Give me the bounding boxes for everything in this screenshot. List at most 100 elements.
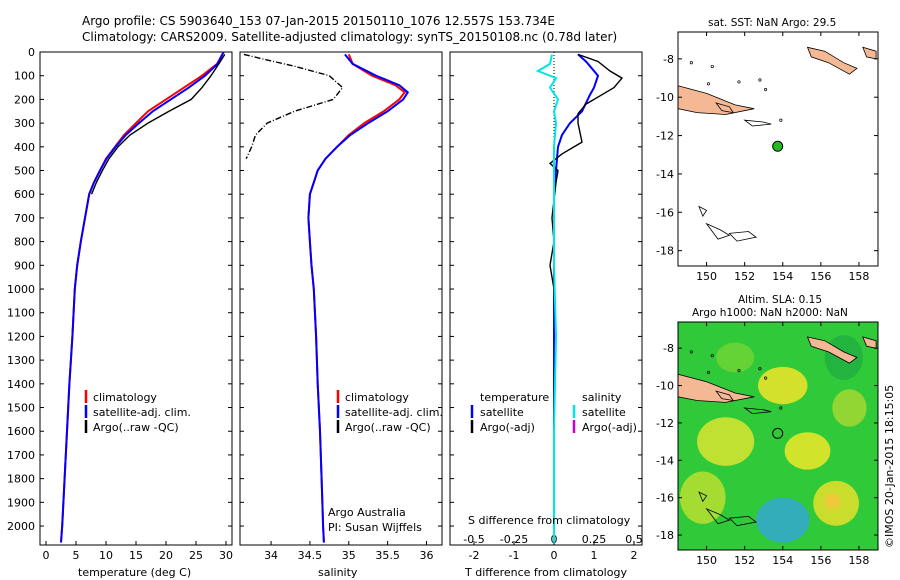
map-x-tick-label: 154: [772, 554, 793, 567]
x-tick-label: 5: [73, 549, 80, 562]
island-dot: [706, 370, 711, 375]
map-y-tick-label: -14: [656, 168, 674, 181]
legend-label-t-argo: Argo(-adj): [480, 421, 535, 434]
series-line-climatology: [307, 54, 407, 543]
x-tick-label: 30: [219, 549, 233, 562]
reef-outline: [715, 390, 735, 402]
map-x-tick-label: 152: [734, 270, 755, 283]
y-tick-label: 200: [14, 93, 35, 106]
legend-title-salinity: salinity: [582, 391, 622, 404]
land-mass: [677, 85, 755, 115]
sla-anomaly-blob: [784, 432, 831, 470]
sst-map-title: sat. SST: NaN Argo: 29.5: [708, 17, 836, 29]
map-x-tick-label: 158: [848, 554, 869, 567]
island-dot: [737, 80, 741, 84]
x-tick-label: 36: [419, 549, 433, 562]
x-tick-label: 15: [129, 549, 143, 562]
legend-label-climatology: climatology: [345, 391, 409, 404]
footer-stamp: ©IMOS 20-Jan-2015 18:15:05: [883, 385, 896, 548]
map-y-tick-label: -12: [656, 130, 674, 143]
temperature-legend: climatology satellite-adj. clim. Argo(..…: [84, 390, 191, 434]
map-x-tick-label: 152: [734, 554, 755, 567]
x-tick-label: -2: [469, 549, 480, 562]
x-tick-label: 1: [591, 549, 598, 562]
reef-outline: [698, 205, 708, 217]
temperature-xlabel: temperature (deg C): [78, 566, 191, 579]
island-dot: [764, 376, 768, 380]
sla-map-subtitle: Argo h1000: NaN h2000: NaN: [692, 307, 848, 319]
y-tick-label: 800: [14, 236, 35, 249]
argo-float-marker: [772, 427, 784, 439]
map-y-tick-label: -14: [656, 454, 674, 467]
sla-anomaly-blob: [758, 366, 808, 405]
map-y-tick-label: -16: [656, 492, 674, 505]
difference-xlabel: T difference from climatology: [464, 566, 627, 579]
y-tick-label: 1400: [7, 378, 35, 391]
reef-outline: [728, 231, 758, 242]
land-mass: [806, 46, 858, 75]
legend-label-satellite: satellite-adj. clim.: [345, 406, 443, 419]
series-line-argo-raw-qc-: [90, 54, 226, 195]
map-frame: [677, 31, 879, 267]
series-line-satellite-adj-clim-: [307, 53, 410, 543]
y-tick-label: 300: [14, 117, 35, 130]
map-y-tick-label: -12: [656, 417, 674, 430]
reef-outline: [743, 407, 772, 415]
reef-outline: [728, 515, 758, 527]
y-tick-label: 1100: [7, 307, 35, 320]
x-tick-label: 0: [43, 549, 50, 562]
sla-map-title: Altim. SLA: 0.15: [738, 294, 822, 306]
reef-outline: [698, 491, 708, 503]
map-y-tick-label: -8: [663, 53, 674, 66]
legend-label-satellite: satellite-adj. clim.: [93, 406, 191, 419]
sla-anomaly-blob: [697, 417, 755, 466]
sla-anomaly-blob: [716, 342, 755, 373]
map-y-tick-label: -10: [656, 380, 674, 393]
series-line-climatology: [60, 51, 225, 543]
legend-label-s-argo: Argo(-adj): [582, 421, 637, 434]
s-difference-label: S difference from climatology: [468, 514, 631, 527]
map-y-tick-label: -10: [656, 91, 674, 104]
series-line-t-satellite: [553, 53, 600, 543]
s-tick-label: 0.25: [582, 533, 607, 546]
y-tick-label: 1800: [7, 473, 35, 486]
map-x-tick-label: 156: [810, 554, 831, 567]
legend-label-argo: Argo(..raw -QC): [345, 421, 431, 434]
legend-label-argo: Argo(..raw -QC): [93, 421, 179, 434]
series-line-satellite-adj-clim-: [60, 51, 225, 543]
s-tick-label: -0.5: [463, 533, 484, 546]
header-line-2: Climatology: CARS2009. Satellite-adjuste…: [82, 30, 617, 44]
argo-float-marker: [772, 140, 784, 152]
island-dot: [706, 82, 711, 86]
map-y-tick-label: -8: [663, 342, 674, 355]
legend-label-climatology: climatology: [93, 391, 157, 404]
island-dot: [710, 354, 714, 358]
sst-map: 150 152 154 156 158 -8 -10 -12 -14 -16 -18: [656, 31, 879, 283]
island-dot: [779, 406, 783, 410]
y-tick-label: 2000: [7, 520, 35, 533]
x-tick-label: 35.5: [375, 549, 400, 562]
map-y-tick-label: -18: [656, 529, 674, 542]
salinity-panel-frame: [239, 51, 443, 546]
island-dot: [758, 78, 762, 82]
y-tick-label: 400: [14, 141, 35, 154]
y-tick-label: 1300: [7, 354, 35, 367]
island-dot: [710, 64, 714, 69]
series-line-s-satellite: [535, 54, 560, 543]
salinity-xlabel: salinity: [318, 566, 358, 579]
sla-anomaly-blob: [824, 493, 841, 510]
map-x-tick-label: 150: [696, 554, 717, 567]
y-tick-label: 500: [14, 165, 35, 178]
legend-title-temperature: temperature: [480, 391, 549, 404]
island-dot: [758, 367, 762, 371]
header-line-1: Argo profile: CS 5903640_153 07-Jan-2015…: [82, 14, 555, 28]
island-dot: [689, 350, 693, 354]
island-dot: [689, 61, 693, 65]
sla-anomaly-blob: [756, 497, 810, 543]
map-y-tick-label: -16: [656, 206, 674, 219]
map-x-tick-label: 150: [696, 270, 717, 283]
x-tick-label: 34.5: [298, 549, 323, 562]
y-tick-label: 1500: [7, 402, 35, 415]
reef-outline: [705, 222, 731, 240]
